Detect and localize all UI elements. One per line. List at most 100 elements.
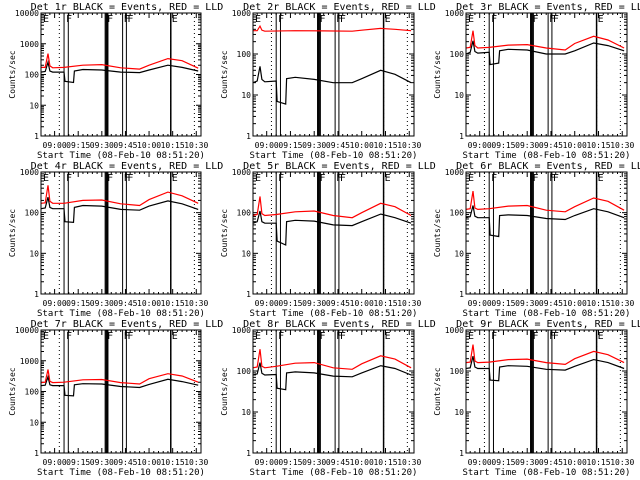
flag-label: E	[255, 173, 261, 184]
panel-det-9r: Det 9r BLACK = Events, RED = LLD 1 10 100 10…	[433, 319, 640, 478]
plot-frame	[252, 12, 415, 137]
x-tick-label: 10:30	[397, 458, 421, 467]
y-tick-label: 100	[237, 209, 252, 218]
panel-title: Det 2r BLACK = Events, RED = LLD	[243, 2, 436, 13]
panel-title: Det 3r BLACK = Events, RED = LLD	[456, 2, 640, 13]
flag-label: E	[43, 331, 49, 342]
x-tick-label: 10:15	[373, 299, 397, 308]
y-tick-label: 1000	[445, 326, 464, 335]
y-tick-label: 1	[246, 449, 251, 458]
x-tick-label: 09:00	[43, 299, 67, 308]
x-tick-label: 09:45	[539, 458, 563, 467]
x-tick-label: 09:30	[90, 299, 114, 308]
x-tick-label: 10:15	[586, 299, 610, 308]
y-tick-label: 10	[29, 101, 39, 110]
y-tick-label: 1	[34, 449, 39, 458]
panel-title: Det 1r BLACK = Events, RED = LLD	[31, 2, 224, 13]
lld-series-line	[40, 185, 199, 207]
y-tick-label: 100	[25, 388, 40, 397]
x-tick-label: 09:45	[326, 458, 350, 467]
flag-label: E	[255, 14, 261, 25]
plot-frame	[40, 12, 202, 137]
x-tick-label: 10:15	[373, 458, 397, 467]
x-axis-label: Start Time (08-Feb-10 08:51:20)	[37, 151, 205, 161]
x-tick-label: 09:15	[278, 141, 302, 150]
plot-frame	[40, 171, 202, 295]
events-series-line	[252, 66, 412, 105]
x-tick-label: 09:00	[468, 458, 492, 467]
x-tick-label: 09:30	[302, 458, 326, 467]
lld-series-line	[465, 191, 625, 213]
x-tick-label: 10:30	[610, 458, 634, 467]
y-tick-label: 1	[459, 132, 464, 141]
x-axis-label: Start Time (08-Feb-10 08:51:20)	[37, 468, 205, 478]
flag-label: E	[255, 331, 261, 342]
flag-label: E	[385, 14, 391, 25]
y-axis-label: Counts/sec	[433, 367, 442, 415]
x-tick-label: 09:00	[255, 299, 279, 308]
y-tick-label: 1000	[20, 357, 39, 366]
flag-label: E	[468, 173, 474, 184]
x-tick-label: 09:45	[326, 299, 350, 308]
events-series-line	[40, 59, 199, 84]
x-tick-label: 09:00	[43, 141, 67, 150]
flag-label: F	[319, 331, 325, 342]
panel-title: Det 4r BLACK = Events, RED = LLD	[31, 161, 224, 172]
y-tick-label: 1000	[445, 168, 464, 177]
y-tick-label: 1000	[445, 9, 464, 18]
x-tick-label: 10:15	[161, 458, 185, 467]
flag-label: F	[124, 173, 130, 184]
flag-label: F	[491, 173, 497, 184]
flag-label: F	[107, 14, 113, 25]
x-tick-label: 09:15	[66, 141, 90, 150]
flag-label: F	[124, 331, 130, 342]
panel-det-6r: Det 6r BLACK = Events, RED = LLD 1 10 100 10…	[433, 161, 640, 319]
y-tick-label: 1	[246, 290, 251, 299]
y-tick-label: 1000	[232, 168, 251, 177]
flag-label: F	[127, 14, 133, 25]
flag-label: F	[127, 173, 133, 184]
x-axis-label: Start Time (08-Feb-10 08:51:20)	[463, 468, 631, 478]
flag-label: F	[278, 173, 284, 184]
x-tick-label: 09:00	[468, 299, 492, 308]
lld-series-line	[252, 196, 412, 219]
y-tick-label: 1	[34, 290, 39, 299]
y-axis-label: Counts/sec	[220, 50, 229, 98]
x-tick-label: 09:45	[113, 141, 137, 150]
flag-label: F	[491, 14, 497, 25]
panel-det-2r: Det 2r BLACK = Events, RED = LLD 1 10 100 10…	[220, 2, 436, 161]
flag-label: F	[532, 14, 538, 25]
flag-label: F	[319, 173, 325, 184]
y-tick-label: 100	[237, 367, 252, 376]
y-tick-label: 1000	[20, 40, 39, 49]
x-axis-label: Start Time (08-Feb-10 08:51:20)	[37, 309, 205, 319]
y-tick-label: 1000	[20, 168, 39, 177]
x-tick-label: 09:30	[302, 141, 326, 150]
flag-label: F	[66, 331, 72, 342]
x-tick-label: 09:15	[491, 458, 515, 467]
flag-label: F	[66, 173, 72, 184]
y-axis-label: Counts/sec	[433, 50, 442, 98]
flag-label: F	[336, 14, 342, 25]
x-tick-label: 10:30	[610, 299, 634, 308]
events-series-line	[40, 374, 199, 397]
panel-det-5r: Det 5r BLACK = Events, RED = LLD 1 10 100 10…	[220, 161, 436, 319]
plot-frame	[465, 12, 628, 137]
lld-series-line	[253, 24, 412, 32]
panel-title: Det 9r BLACK = Events, RED = LLD	[456, 319, 640, 330]
flag-label: F	[107, 331, 113, 342]
y-tick-label: 100	[237, 50, 252, 59]
y-tick-label: 100	[450, 50, 465, 59]
flag-label: F	[549, 331, 555, 342]
flag-label: F	[340, 173, 346, 184]
panel-title: Det 8r BLACK = Events, RED = LLD	[243, 319, 436, 330]
flag-label: F	[532, 331, 538, 342]
y-axis-label: Counts/sec	[220, 367, 229, 415]
flag-label: E	[172, 14, 178, 25]
plot-frame	[252, 329, 415, 454]
x-tick-label: 09:30	[515, 141, 539, 150]
y-tick-label: 100	[450, 209, 465, 218]
x-tick-label: 10:15	[161, 141, 185, 150]
panel-title: Det 5r BLACK = Events, RED = LLD	[243, 161, 436, 172]
